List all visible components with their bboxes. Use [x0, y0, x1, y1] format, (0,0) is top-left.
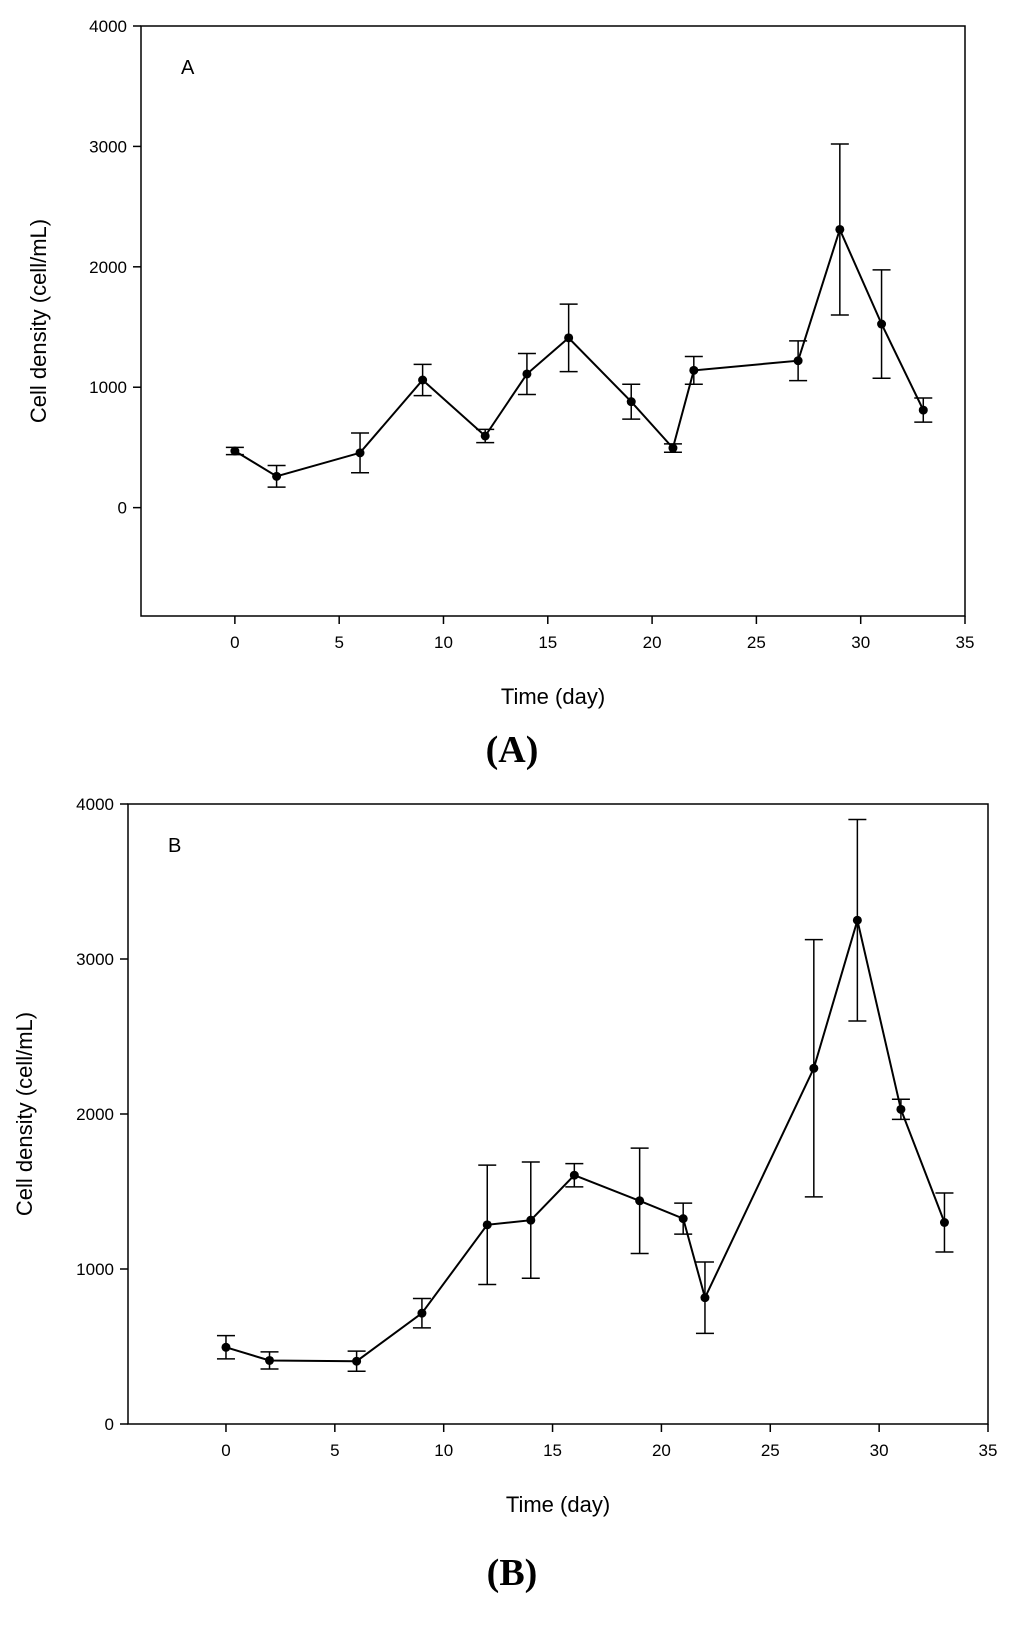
y-tick-label: 1000	[76, 1260, 114, 1279]
data-point	[522, 369, 532, 379]
x-tick-label: 15	[543, 1441, 562, 1460]
panel-caption: (B)	[487, 1552, 538, 1594]
data-point	[482, 1220, 492, 1230]
data-point	[635, 1196, 645, 1206]
y-axis-title: Cell density (cell/mL)	[12, 1012, 37, 1216]
panel-caption: (A)	[486, 729, 539, 771]
x-tick-label: 0	[230, 633, 239, 652]
x-axis-title: Time (day)	[506, 1492, 610, 1517]
data-point	[352, 1356, 362, 1366]
data-point	[221, 1342, 231, 1352]
data-point	[678, 1214, 688, 1224]
data-point	[272, 471, 282, 481]
y-tick-label: 2000	[76, 1105, 114, 1124]
x-tick-label: 20	[652, 1441, 671, 1460]
x-tick-label: 25	[747, 633, 766, 652]
x-tick-label: 30	[851, 633, 870, 652]
x-tick-label: 35	[956, 633, 975, 652]
data-point	[418, 375, 428, 385]
data-point	[480, 431, 490, 441]
data-point	[939, 1218, 949, 1227]
y-tick-label: 3000	[89, 137, 127, 156]
data-point	[417, 1308, 427, 1318]
y-tick-label: 3000	[76, 950, 114, 969]
y-tick-label: 0	[118, 499, 127, 518]
x-tick-label: 5	[330, 1441, 339, 1460]
x-tick-label: 30	[870, 1441, 889, 1460]
data-point	[852, 915, 862, 925]
x-tick-label: 5	[334, 633, 343, 652]
data-point	[877, 319, 887, 329]
data-point	[809, 1063, 819, 1073]
data-point	[526, 1215, 536, 1225]
x-axis-title: Time (day)	[501, 684, 605, 709]
series-line	[225, 916, 946, 1363]
data-point	[918, 405, 928, 415]
plot-frame	[127, 803, 989, 1425]
data-point	[835, 224, 845, 234]
y-tick-label: 0	[105, 1415, 114, 1434]
data-point	[700, 1293, 710, 1303]
data-point	[569, 1170, 579, 1180]
x-tick-label: 25	[761, 1441, 780, 1460]
data-point	[689, 365, 699, 375]
data-point	[230, 446, 240, 456]
y-tick-label: 2000	[89, 258, 127, 277]
data-point	[564, 333, 574, 343]
x-tick-label: 15	[538, 633, 557, 652]
data-point	[896, 1104, 906, 1114]
data-point	[626, 397, 636, 407]
data-point	[668, 443, 678, 453]
x-tick-label: 10	[434, 1441, 453, 1460]
y-tick-label: 4000	[76, 795, 114, 814]
x-tick-label: 10	[434, 633, 453, 652]
y-tick-label: 1000	[89, 378, 127, 397]
data-point	[793, 356, 803, 366]
panel-tag: B	[168, 835, 181, 857]
data-point	[355, 448, 365, 458]
series-line	[234, 226, 925, 478]
panel-tag: A	[181, 57, 195, 79]
data-point	[265, 1355, 275, 1365]
y-tick-label: 4000	[89, 17, 127, 36]
x-tick-label: 0	[221, 1441, 230, 1460]
x-tick-label: 20	[643, 633, 662, 652]
chart-panel-b: 0 1000 2000 3000 4000 0 5 10 15 20 25 30 35 Time (day…	[12, 795, 997, 1594]
plot-frame	[140, 25, 966, 617]
chart-panel-a: 0 1000 2000 3000 4000 0 5 10 15 20 25 30 35 Time (day…	[26, 17, 974, 771]
y-axis-title: Cell density (cell/mL)	[26, 219, 51, 423]
x-tick-label: 35	[979, 1441, 998, 1460]
